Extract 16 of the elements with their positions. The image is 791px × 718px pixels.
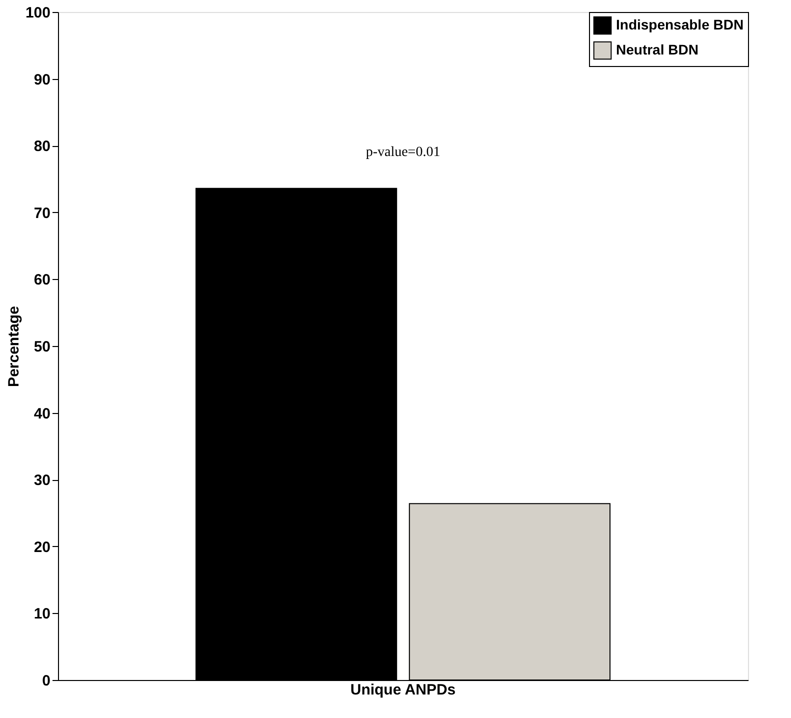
legend-label: Indispensable BDN	[616, 16, 744, 32]
y-tick-label: 70	[34, 204, 50, 222]
y-tick-label: 100	[25, 4, 50, 22]
y-tick-label: 20	[34, 538, 50, 556]
y-tick-label: 0	[42, 672, 50, 690]
y-tick-label: 60	[34, 272, 50, 289]
annotation: p-value=0.01	[366, 145, 440, 160]
y-tick-label: 30	[34, 472, 50, 490]
y-tick-label: 40	[34, 405, 50, 422]
y-axis-title: Percentage	[5, 306, 22, 387]
y-tick-label: 90	[34, 71, 50, 88]
y-tick-label: 10	[34, 606, 50, 623]
x-tick-label: Unique ANPDs	[350, 682, 456, 698]
y-tick-label: 80	[34, 138, 50, 156]
y-tick-label: 50	[34, 338, 50, 356]
legend-label: Neutral BDN	[616, 42, 698, 58]
